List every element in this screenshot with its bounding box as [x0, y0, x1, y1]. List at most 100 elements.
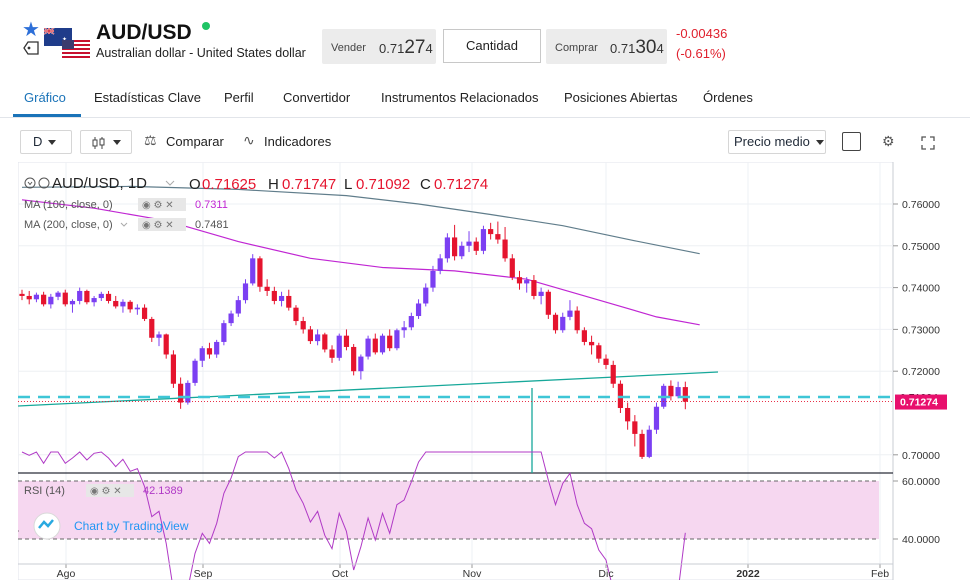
- candle-body: [307, 329, 313, 342]
- tradingview-watermark[interactable]: Chart by TradingView: [33, 512, 189, 540]
- candle-body: [488, 229, 494, 235]
- legend-symbol: AUD/USD, 1D: [52, 175, 147, 192]
- candle-body: [387, 335, 393, 349]
- candle-body: [127, 301, 133, 310]
- eye-icon[interactable]: ◉ ⚙ ✕: [142, 220, 174, 231]
- price-chart[interactable]: 0.76000 0.75000 0.74000 0.73000 0.72000 0.700…: [14, 161, 970, 580]
- candle-body: [567, 310, 573, 317]
- indicators-button[interactable]: Indicadores: [264, 134, 332, 149]
- candle-body: [668, 385, 674, 397]
- chart-toolbar: D ⚖ Comparar ∿ Indicadores Precio medio …: [0, 126, 970, 158]
- candle-body: [185, 382, 191, 403]
- candle-body: [242, 283, 249, 301]
- candle-body: [473, 241, 479, 251]
- price-mode-value: Precio medio: [734, 134, 810, 149]
- ma200-legend-controls[interactable]: [138, 218, 186, 231]
- chart-legend: AUD/USD, 1D O 0.71625 H 0.71747 L 0.7109…: [24, 175, 488, 497]
- candle-body: [293, 307, 299, 322]
- tab-instrumentos-relacionados[interactable]: Instrumentos Relacionados: [381, 90, 539, 105]
- price-tick-label: 0.70000: [902, 450, 940, 462]
- market-open-indicator: [202, 22, 210, 30]
- candle-body: [625, 407, 631, 422]
- candle-body: [452, 237, 458, 257]
- candle-body: [149, 318, 155, 338]
- price-tick-label: 0.73000: [902, 324, 940, 336]
- candle-body: [170, 354, 177, 384]
- favorite-star-icon[interactable]: ★: [22, 19, 40, 41]
- rsi-legend-value: 42.1389: [143, 485, 183, 497]
- candle-body: [286, 295, 292, 308]
- buy-button[interactable]: Comprar 0.71304: [546, 29, 667, 64]
- snapshot-checkbox[interactable]: [842, 132, 861, 151]
- candle-body: [322, 334, 328, 350]
- candle-body: [430, 270, 436, 288]
- tab-ordenes[interactable]: Órdenes: [703, 90, 753, 105]
- rsi-legend-controls[interactable]: [86, 484, 134, 497]
- candle-body: [437, 258, 443, 271]
- candle-body: [141, 307, 148, 319]
- candle-body: [315, 334, 321, 342]
- time-tick-label: 2022: [736, 568, 760, 580]
- price-axis: 0.76000 0.75000 0.74000 0.73000 0.72000 0.700…: [893, 199, 940, 462]
- candle-body: [33, 294, 40, 300]
- rsi-tick-label: 40.0000: [902, 534, 940, 546]
- settings-gear-icon[interactable]: ⚙: [882, 133, 895, 149]
- chevron-down-icon[interactable]: [165, 180, 175, 186]
- time-tick-label: Dic: [598, 568, 613, 580]
- candle-body: [495, 234, 501, 240]
- tab-posiciones-abiertas[interactable]: Posiciones Abiertas: [564, 90, 678, 105]
- ohlc-low-label: L: [344, 176, 352, 193]
- collapse-legend-icon[interactable]: [24, 177, 36, 189]
- candle-body: [163, 334, 169, 355]
- candle-body: [351, 346, 357, 372]
- tab-estadisticas-clave[interactable]: Estadísticas Clave: [94, 90, 201, 105]
- interval-select[interactable]: D: [20, 130, 72, 154]
- indicators-icon[interactable]: ∿: [243, 132, 255, 148]
- candle-body: [596, 345, 602, 359]
- ohlc-close-label: C: [420, 176, 431, 193]
- quantity-input[interactable]: Cantidad: [443, 29, 541, 63]
- sell-button[interactable]: Vender 0.71274: [322, 29, 436, 64]
- candle-body: [98, 293, 104, 299]
- time-axis: Ago Sep Oct Nov Dic 2022 Feb: [18, 563, 893, 580]
- candle-body: [552, 314, 559, 331]
- candle-body: [459, 245, 465, 257]
- eye-icon[interactable]: ◉ ⚙ ✕: [90, 486, 122, 497]
- time-tick-label: Oct: [332, 568, 348, 580]
- tab-convertidor[interactable]: Convertidor: [283, 90, 351, 105]
- candle-body: [581, 330, 587, 342]
- compare-icon[interactable]: ⚖: [144, 132, 157, 148]
- candle-body: [379, 335, 386, 353]
- fullscreen-icon[interactable]: [921, 136, 935, 150]
- candle-body: [264, 286, 270, 291]
- price-tick-label: 0.75000: [902, 241, 940, 253]
- alert-tag-icon[interactable]: [22, 40, 40, 56]
- aud-usd-flags-icon: ✦: [44, 28, 90, 58]
- candle-body: [394, 330, 400, 349]
- candle-body: [603, 358, 609, 365]
- interval-value: D: [33, 134, 43, 149]
- time-tick-label: Ago: [57, 568, 76, 580]
- candles: [19, 221, 688, 459]
- candle-body: [524, 280, 530, 284]
- chevron-down-icon[interactable]: [120, 222, 128, 227]
- tab-grafico[interactable]: Gráfico: [24, 90, 66, 105]
- candle-body: [336, 335, 342, 358]
- compare-button[interactable]: Comparar: [166, 134, 224, 149]
- candle-body: [545, 291, 551, 315]
- ma100-legend-controls[interactable]: [138, 198, 186, 211]
- candle-body: [228, 313, 234, 324]
- time-tick-label: Sep: [194, 568, 213, 580]
- candle-body: [235, 300, 241, 314]
- chart-type-select[interactable]: [80, 130, 132, 154]
- candle-body: [271, 290, 277, 301]
- price-mode-select[interactable]: Precio medio: [728, 130, 826, 154]
- candle-body: [531, 280, 537, 296]
- tab-perfil[interactable]: Perfil: [224, 90, 254, 105]
- candle-body: [62, 292, 68, 305]
- ohlc-close-value: 0.71274: [434, 176, 488, 193]
- candle-body: [91, 298, 97, 303]
- candle-body: [509, 258, 515, 278]
- candle-body: [632, 421, 638, 434]
- eye-icon[interactable]: ◉ ⚙ ✕: [142, 200, 174, 211]
